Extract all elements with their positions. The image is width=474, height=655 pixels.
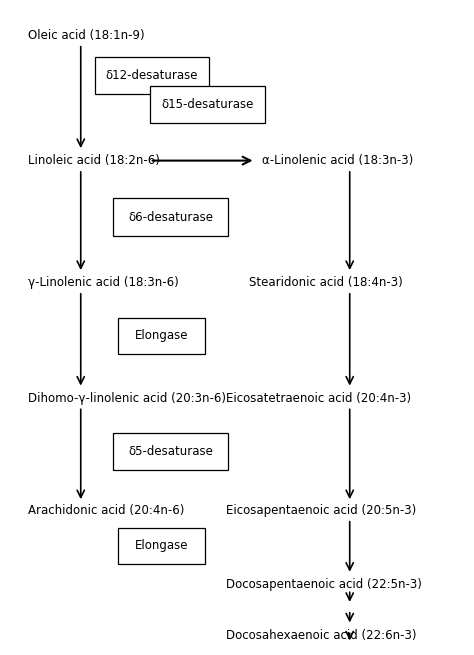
FancyBboxPatch shape <box>118 528 205 564</box>
Text: Docosapentaenoic acid (22:5n-3): Docosapentaenoic acid (22:5n-3) <box>226 578 421 591</box>
Text: γ-Linolenic acid (18:3n-6): γ-Linolenic acid (18:3n-6) <box>28 276 179 289</box>
Text: Elongase: Elongase <box>135 539 188 552</box>
Text: Dihomo-γ-linolenic acid (20:3n-6): Dihomo-γ-linolenic acid (20:3n-6) <box>28 392 226 405</box>
Text: Elongase: Elongase <box>135 329 188 343</box>
Text: Eicosatetraenoic acid (20:4n-3): Eicosatetraenoic acid (20:4n-3) <box>226 392 410 405</box>
FancyBboxPatch shape <box>150 86 264 122</box>
Text: δ12-desaturase: δ12-desaturase <box>106 69 198 82</box>
Text: δ6-desaturase: δ6-desaturase <box>128 211 213 223</box>
Text: Arachidonic acid (20:4n-6): Arachidonic acid (20:4n-6) <box>28 504 184 517</box>
Text: δ15-desaturase: δ15-desaturase <box>161 98 254 111</box>
Text: Oleic acid (18:1n-9): Oleic acid (18:1n-9) <box>28 29 145 42</box>
FancyBboxPatch shape <box>113 433 228 470</box>
Text: Docosahexaenoic acid (22:6n-3): Docosahexaenoic acid (22:6n-3) <box>226 629 416 642</box>
Text: α-Linolenic acid (18:3n-3): α-Linolenic acid (18:3n-3) <box>263 154 414 167</box>
Text: Eicosapentaenoic acid (20:5n-3): Eicosapentaenoic acid (20:5n-3) <box>226 504 416 517</box>
Text: δ5-desaturase: δ5-desaturase <box>128 445 213 458</box>
Text: Stearidonic acid (18:4n-3): Stearidonic acid (18:4n-3) <box>248 276 402 289</box>
FancyBboxPatch shape <box>113 198 228 236</box>
FancyBboxPatch shape <box>94 56 210 94</box>
FancyBboxPatch shape <box>118 318 205 354</box>
Text: Linoleic acid (18:2n-6): Linoleic acid (18:2n-6) <box>28 154 160 167</box>
